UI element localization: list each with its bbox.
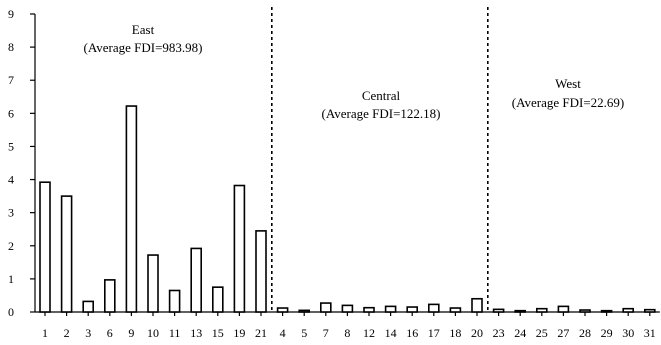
y-tick-label: 6 xyxy=(8,106,14,120)
x-tick-label: 20 xyxy=(471,326,483,340)
bar xyxy=(363,306,375,313)
x-tick-label: 21 xyxy=(255,326,267,340)
bar xyxy=(298,309,311,313)
y-tick-label: 5 xyxy=(8,139,14,153)
average-label-central: (Average FDI=122.18) xyxy=(322,106,441,121)
x-tick-label: 14 xyxy=(385,326,397,340)
y-tick-label: 1 xyxy=(8,272,14,286)
bar xyxy=(125,105,138,313)
y-tick-label: 8 xyxy=(8,40,14,54)
x-tick-label: 16 xyxy=(406,326,418,340)
group-labels: East (Average FDI=983.98) Central (Avera… xyxy=(84,22,625,121)
bar xyxy=(535,307,548,313)
bar xyxy=(212,286,224,313)
bar xyxy=(492,308,505,313)
bar xyxy=(190,247,202,313)
x-tick-label: 19 xyxy=(233,326,245,340)
x-tick-label: 3 xyxy=(85,326,91,340)
x-tick-label: 5 xyxy=(301,326,307,340)
bar xyxy=(341,304,354,313)
bar xyxy=(449,307,462,313)
bar xyxy=(579,309,591,313)
x-tick-label: 9 xyxy=(128,326,134,340)
y-tick-label: 2 xyxy=(8,239,14,253)
x-tick-label: 1 xyxy=(42,326,48,340)
group-dividers xyxy=(270,7,489,312)
bar xyxy=(600,309,613,313)
bar xyxy=(255,230,267,313)
bar xyxy=(514,309,527,313)
bar xyxy=(622,307,635,313)
bar xyxy=(406,306,419,313)
x-tick-label: 25 xyxy=(536,326,548,340)
bars xyxy=(39,105,656,313)
bar xyxy=(427,303,440,313)
y-tick-label: 3 xyxy=(8,206,14,220)
average-label-west: (Average FDI=22.69) xyxy=(512,95,625,110)
x-tick-label: 27 xyxy=(557,326,569,340)
bar xyxy=(276,307,289,313)
bar xyxy=(319,302,332,313)
y-tick-label: 7 xyxy=(8,73,14,87)
x-tick-label: 11 xyxy=(169,326,181,340)
x-tick-label: 23 xyxy=(493,326,505,340)
bar xyxy=(39,181,51,313)
x-tick-label: 13 xyxy=(190,326,202,340)
x-tick-label: 15 xyxy=(212,326,224,340)
bar xyxy=(104,279,116,313)
x-tick-label: 28 xyxy=(579,326,591,340)
average-label-east: (Average FDI=983.98) xyxy=(84,40,203,55)
bar xyxy=(233,184,246,313)
bar xyxy=(82,300,94,313)
x-tick-label: 12 xyxy=(363,326,375,340)
y-tick-label: 9 xyxy=(8,7,14,21)
bar xyxy=(384,305,397,313)
x-tick-label: 18 xyxy=(449,326,461,340)
x-tick-label: 8 xyxy=(344,326,350,340)
x-tick-label: 29 xyxy=(601,326,613,340)
bar xyxy=(643,308,656,313)
bar xyxy=(147,254,159,313)
y-tick-label: 0 xyxy=(8,305,14,319)
x-tick-label: 10 xyxy=(147,326,159,340)
region-label-east: East xyxy=(132,22,155,37)
x-tick-label: 30 xyxy=(622,326,634,340)
x-tick-label: 17 xyxy=(428,326,440,340)
x-tick-label: 7 xyxy=(323,326,329,340)
x-tick-label: 4 xyxy=(280,326,286,340)
bar xyxy=(60,195,73,313)
bar xyxy=(168,289,181,313)
bar xyxy=(471,297,483,313)
y-tick-label: 4 xyxy=(8,173,14,187)
x-tick-label: 6 xyxy=(107,326,113,340)
region-label-central: Central xyxy=(362,88,401,103)
bar xyxy=(557,305,570,313)
x-tick-label: 24 xyxy=(514,326,526,340)
x-tick-label: 2 xyxy=(64,326,70,340)
x-tick-label: 31 xyxy=(644,326,656,340)
region-label-west: West xyxy=(555,76,581,91)
